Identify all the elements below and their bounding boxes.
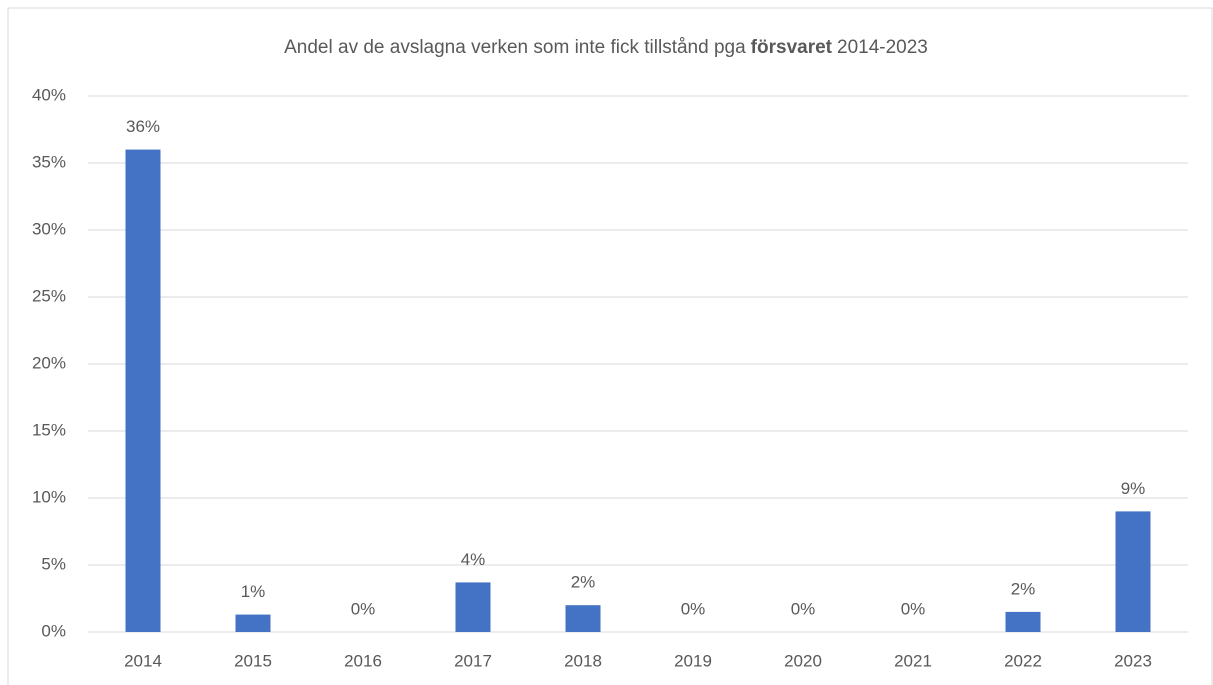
x-tick-label: 2021 xyxy=(894,651,932,670)
x-tick-label: 2023 xyxy=(1114,651,1152,670)
y-tick-label: 40% xyxy=(32,85,66,104)
y-tick-label: 10% xyxy=(32,487,66,506)
data-label: 0% xyxy=(901,599,926,618)
data-label: 0% xyxy=(791,599,816,618)
chart-frame xyxy=(7,7,1213,685)
bar xyxy=(1115,511,1151,632)
title-part: Andel av de avslagna verken som inte fic… xyxy=(284,37,746,58)
data-label: 2% xyxy=(571,573,596,592)
title-part: 2014-2023 xyxy=(837,37,928,58)
bar xyxy=(455,582,491,632)
x-tick-label: 2015 xyxy=(234,651,272,670)
data-label: 9% xyxy=(1121,479,1146,498)
y-tick-label: 25% xyxy=(32,286,66,305)
x-tick-label: 2020 xyxy=(784,651,822,670)
y-tick-label: 30% xyxy=(32,219,66,238)
y-tick-label: 35% xyxy=(32,152,66,171)
bar xyxy=(565,605,601,632)
x-tick-label: 2017 xyxy=(454,651,492,670)
y-tick-label: 5% xyxy=(41,554,66,573)
y-tick-label: 20% xyxy=(32,353,66,372)
y-tick-label: 0% xyxy=(41,621,66,640)
x-tick-label: 2016 xyxy=(344,651,382,670)
chart-title: Andel av de avslagna verken som inte fic… xyxy=(284,37,928,58)
x-tick-label: 2018 xyxy=(564,651,602,670)
bar xyxy=(125,149,161,632)
data-label: 0% xyxy=(681,599,706,618)
data-label: 36% xyxy=(126,117,160,136)
title-part: försvaret xyxy=(751,37,833,58)
y-tick-label: 15% xyxy=(32,420,66,439)
data-label: 2% xyxy=(1011,579,1036,598)
x-tick-label: 2022 xyxy=(1004,651,1042,670)
data-label: 4% xyxy=(461,550,486,569)
x-tick-label: 2019 xyxy=(674,651,712,670)
data-label: 0% xyxy=(351,599,376,618)
bar xyxy=(235,614,271,632)
bar xyxy=(1005,611,1041,632)
x-tick-label: 2014 xyxy=(124,651,162,670)
data-label: 1% xyxy=(241,582,266,601)
